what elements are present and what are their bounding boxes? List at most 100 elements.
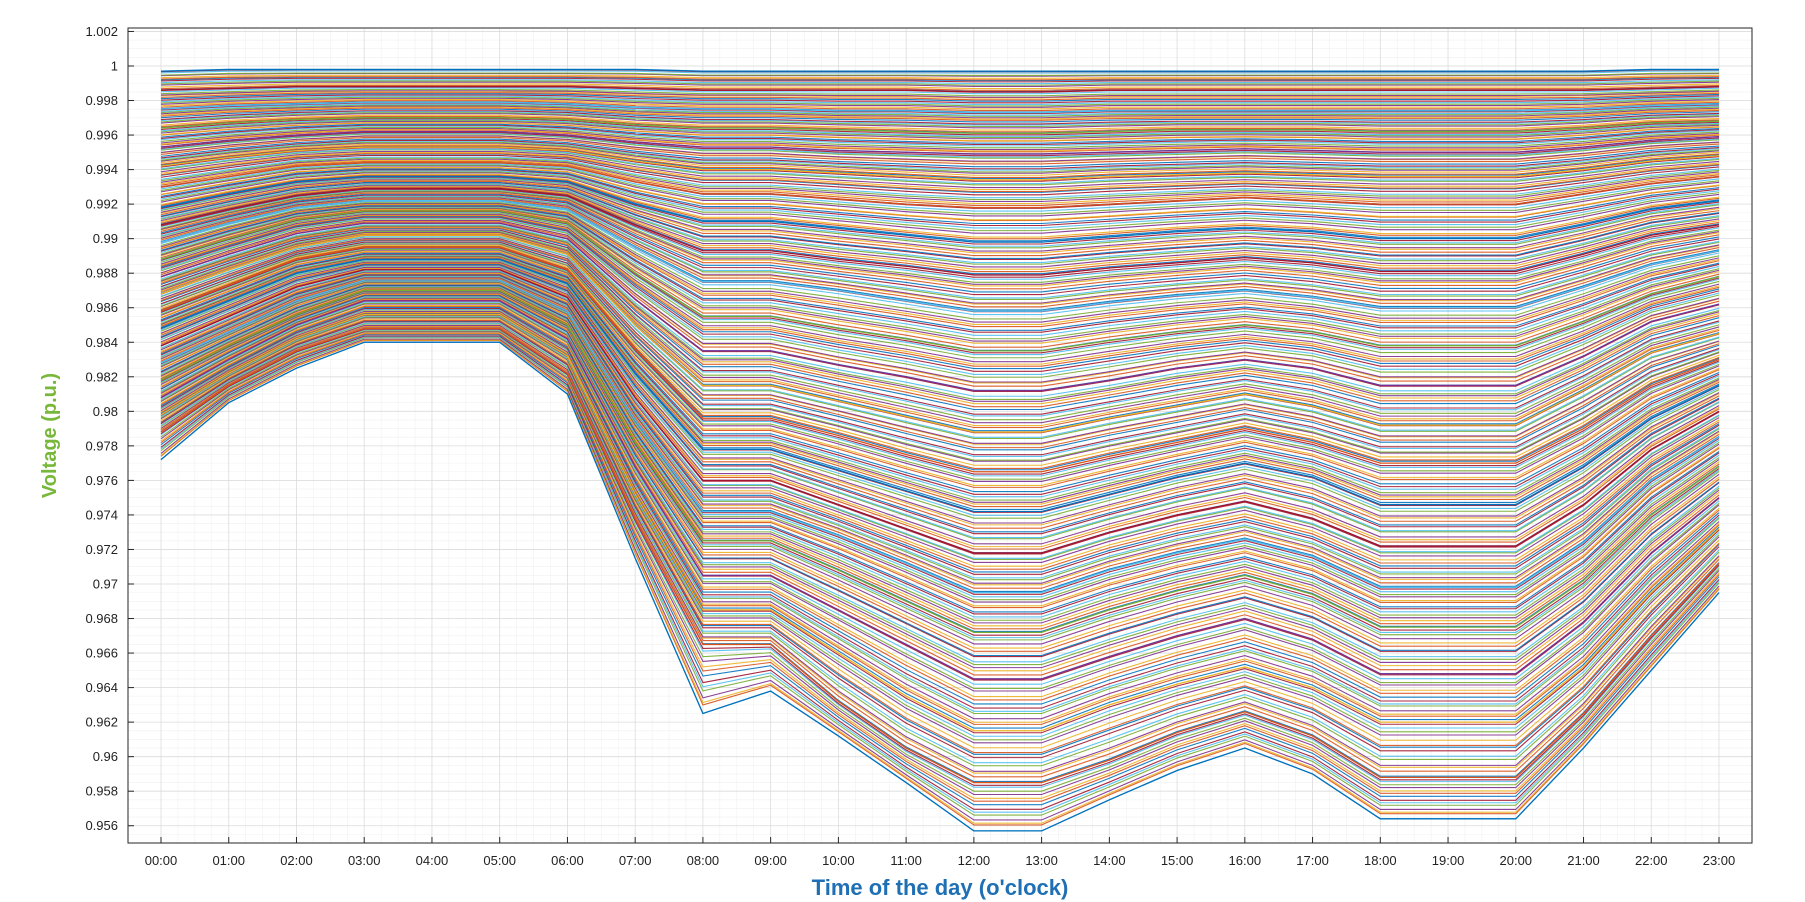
voltage-profile-line — [160, 119, 1720, 138]
voltage-profile-line — [160, 236, 1720, 438]
x-tick-label: 06:00 — [551, 853, 584, 868]
voltage-profile-line — [160, 203, 1720, 325]
voltage-profile-line — [160, 233, 1720, 429]
y-tick-label: 0.992 — [85, 197, 118, 212]
voltage-profile-line — [160, 297, 1720, 666]
x-tick-label: 21:00 — [1567, 853, 1600, 868]
voltage-profile-line — [160, 272, 1720, 567]
voltage-profile-line — [160, 122, 1720, 142]
voltage-profile-line — [160, 273, 1720, 570]
x-tick-label: 11:00 — [890, 853, 922, 868]
voltage-profile-line — [160, 312, 1720, 725]
voltage-profile-line — [160, 251, 1720, 488]
y-tick-label: 0.998 — [85, 93, 118, 108]
voltage-profile-line — [160, 168, 1720, 225]
voltage-profile-line — [160, 145, 1720, 179]
voltage-profile-line — [160, 152, 1720, 191]
x-axis-label: Time of the day (o'clock) — [812, 875, 1069, 900]
voltage-profile-line — [160, 241, 1720, 456]
voltage-profile-line — [160, 331, 1720, 796]
voltage-profile-line — [160, 126, 1720, 149]
voltage-profile-line — [160, 119, 1720, 137]
voltage-profile-line — [160, 288, 1720, 630]
y-tick-label: 1 — [111, 58, 118, 73]
voltage-profile-line — [160, 280, 1720, 598]
y-tick-label: 0.974 — [85, 507, 118, 522]
x-tick-label: 23:00 — [1703, 853, 1736, 868]
voltage-profile-line — [160, 184, 1720, 265]
voltage-profile-line — [160, 90, 1720, 99]
voltage-profile-line — [160, 226, 1720, 405]
voltage-profile-line — [160, 309, 1720, 715]
voltage-profile-line — [160, 311, 1720, 723]
voltage-profile-line — [160, 100, 1720, 112]
voltage-profile-line — [160, 129, 1720, 153]
voltage-profile-line — [160, 128, 1720, 151]
voltage-profile-line — [160, 304, 1720, 698]
voltage-profile-line — [160, 176, 1720, 245]
voltage-profile-line — [160, 177, 1720, 247]
y-tick-label: 0.976 — [85, 473, 118, 488]
voltage-profile-line — [160, 284, 1720, 613]
voltage-profile-line — [160, 299, 1720, 676]
x-tick-label: 22:00 — [1635, 853, 1668, 868]
voltage-envelope-line — [160, 210, 1720, 352]
voltage-profile-line — [160, 191, 1720, 285]
voltage-profile-line — [160, 150, 1720, 189]
y-tick-label: 0.968 — [85, 611, 118, 626]
voltage-profile-line — [160, 170, 1720, 229]
voltage-profile-line — [160, 215, 1720, 367]
voltage-profile-line — [160, 186, 1720, 273]
x-tick-label: 15:00 — [1161, 853, 1194, 868]
voltage-profile-line — [160, 257, 1720, 508]
voltage-profile-line — [160, 295, 1720, 657]
voltage-profile-line — [160, 330, 1720, 792]
y-tick-labels: 0.956 0.958 0.96 0.962 0.964 0.966 0.968 0.97 0.… — [85, 24, 118, 833]
voltage-profile-line — [160, 282, 1720, 607]
voltage-profile-line — [160, 111, 1720, 126]
y-tick-label: 0.99 — [93, 231, 118, 246]
voltage-profile-line — [160, 274, 1720, 575]
voltage-envelope-line — [160, 234, 1720, 433]
voltage-profile-line — [160, 245, 1720, 469]
voltage-profile-line — [160, 107, 1720, 121]
voltage-profile-line — [160, 84, 1720, 91]
voltage-profile-line — [160, 106, 1720, 120]
voltage-profile-line — [160, 221, 1720, 387]
voltage-profile-line — [160, 139, 1720, 170]
voltage-profile-line — [160, 277, 1720, 584]
voltage-profile-line — [160, 192, 1720, 290]
voltage-profile-line — [160, 250, 1720, 486]
voltage-profile-line — [160, 204, 1720, 328]
voltage-profile-line — [160, 255, 1720, 501]
voltage-profile-line — [160, 116, 1720, 133]
y-tick-label: 0.962 — [85, 715, 118, 730]
voltage-profile-line — [160, 326, 1720, 778]
voltage-profile-line — [160, 270, 1720, 559]
voltage-profile-line — [160, 124, 1720, 146]
voltage-profile-line — [160, 123, 1720, 144]
voltage-profile-line — [160, 259, 1720, 516]
x-tick-labels: 00:00 01:00 02:00 03:00 04:00 05:00 06:00 07:00… — [145, 853, 1736, 868]
voltage-profile-line — [160, 308, 1720, 712]
voltage-profile-line — [160, 132, 1720, 158]
voltage-profile-line — [160, 205, 1720, 331]
y-tick-label: 0.988 — [85, 266, 118, 281]
voltage-envelope-line — [160, 200, 1720, 312]
voltage-profile-line — [160, 172, 1720, 234]
voltage-profile-line — [160, 275, 1720, 579]
y-axis-label: Voltage (p.u.) — [39, 373, 61, 498]
voltage-envelope-line — [160, 68, 1719, 72]
voltage-profile-line — [160, 141, 1720, 173]
voltage-profile-line — [160, 128, 1720, 152]
voltage-profile-line — [160, 136, 1720, 165]
voltage-profile-line — [160, 193, 1720, 293]
voltage-profile-line — [160, 335, 1720, 810]
voltage-profile-line — [160, 333, 1720, 802]
voltage-profile-line — [160, 217, 1720, 376]
voltage-profile-line — [160, 324, 1720, 772]
voltage-profile-line — [160, 158, 1720, 203]
voltage-profile-line — [160, 77, 1720, 83]
x-tick-label: 01:00 — [212, 853, 245, 868]
